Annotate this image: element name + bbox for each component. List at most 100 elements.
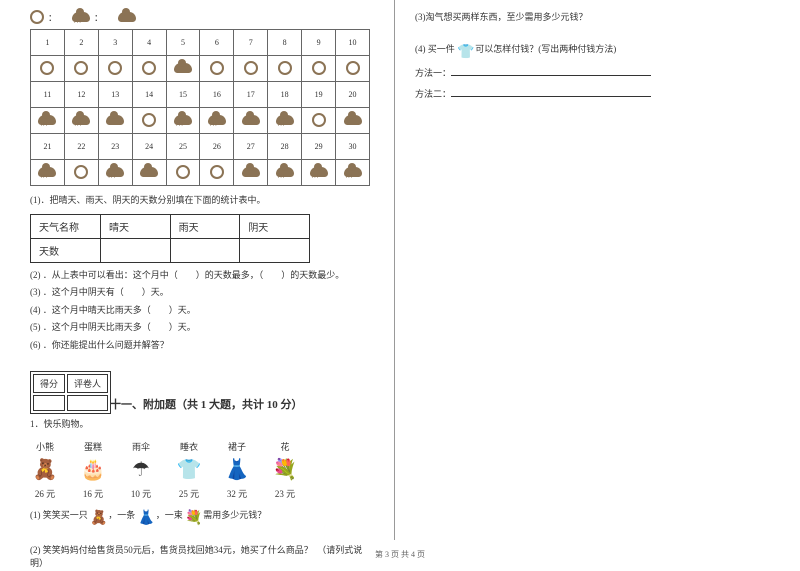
sun-icon [74, 165, 88, 179]
shop-title: 1．快乐购物。 [30, 418, 374, 432]
calendar-weather-cell [64, 160, 98, 186]
sun-icon [40, 61, 54, 75]
calendar-day-cell: 21 [31, 134, 65, 160]
item-umbrella: 雨伞 ☂ 10 元 [126, 440, 156, 500]
calendar-weather-cell [234, 160, 268, 186]
sun-icon [74, 61, 88, 75]
rain-icon [38, 115, 56, 125]
sun-icon [108, 61, 122, 75]
calendar-weather-cell [132, 56, 166, 82]
item-name: 雨伞 [126, 440, 156, 453]
flower-icon: 💐 [270, 455, 300, 485]
item-pajama: 睡衣 👕 25 元 [174, 440, 204, 500]
bear-icon: 🧸 [90, 508, 106, 524]
sun-icon [346, 61, 360, 75]
item-bear: 小熊 🧸 26 元 [30, 440, 60, 500]
calendar-day-cell: 10 [336, 30, 370, 56]
umbrella-icon: ☂ [126, 455, 156, 485]
calendar-weather-cell [64, 56, 98, 82]
calendar-day-cell: 7 [234, 30, 268, 56]
calendar-day-cell: 22 [64, 134, 98, 160]
page-footer: 第 3 页 共 4 页 [0, 549, 800, 560]
left-column: ： ： 12345678910 11121314151617181920 212… [0, 0, 395, 540]
calendar-day-cell: 20 [336, 82, 370, 108]
rain-icon [344, 167, 362, 177]
calendar-day-cell: 1 [31, 30, 65, 56]
rain-icon [174, 115, 192, 125]
shop-q1-part: (1) 笑笑买一只 [30, 510, 88, 520]
cake-icon: 🎂 [78, 455, 108, 485]
sun-icon [176, 165, 190, 179]
rain-icon [38, 167, 56, 177]
calendar-weather-cell [166, 56, 200, 82]
stats-blank [170, 238, 240, 262]
calendar-weather-cell [64, 108, 98, 134]
calendar-day-cell: 18 [268, 82, 302, 108]
item-name: 睡衣 [174, 440, 204, 453]
legend-colon: ： [94, 11, 103, 24]
item-skirt: 裙子 👗 32 元 [222, 440, 252, 500]
sun-icon [210, 61, 224, 75]
calendar-day-cell: 3 [98, 30, 132, 56]
method1-label: 方法一： [415, 68, 451, 78]
item-price: 26 元 [30, 487, 60, 500]
shop-q1-part: ，一束 [156, 510, 183, 520]
calendar-weather-cell [268, 160, 302, 186]
cloud-icon [140, 167, 158, 177]
item-price: 10 元 [126, 487, 156, 500]
rain-icon [208, 115, 226, 125]
right-column: (3)淘气想买两样东西，至少需用多少元钱？ (4) 买一件 👕 可以怎样付钱？(… [395, 0, 790, 540]
q6: (6) ．你还能提出什么问题并解答？ [30, 339, 374, 353]
calendar-weather-cell [200, 56, 234, 82]
calendar-day-cell: 29 [302, 134, 336, 160]
item-price: 25 元 [174, 487, 204, 500]
rain-icon [310, 167, 328, 177]
legend-colon: ： [48, 11, 57, 24]
answer-line [451, 85, 651, 97]
calendar-weather-cell [302, 56, 336, 82]
stats-table: 天气名称 晴天 雨天 阴天 天数 [30, 214, 310, 263]
calendar-weather-cell [98, 56, 132, 82]
grader-blank [67, 395, 108, 411]
q4: (4) ．这个月中晴天比雨天多（ ）天。 [30, 304, 374, 318]
rain-icon [276, 167, 294, 177]
stats-blank [240, 238, 310, 262]
item-cake: 蛋糕 🎂 16 元 [78, 440, 108, 500]
calendar-weather-cell [336, 160, 370, 186]
calendar-day-cell: 13 [98, 82, 132, 108]
cloud-icon [106, 115, 124, 125]
calendar-weather-cell [234, 108, 268, 134]
calendar-weather-cell [132, 160, 166, 186]
sun-icon [278, 61, 292, 75]
calendar-weather-cell [200, 108, 234, 134]
calendar-weather-cell [336, 56, 370, 82]
calendar-day-cell: 17 [234, 82, 268, 108]
calendar-day-cell: 27 [234, 134, 268, 160]
calendar-day-cell: 25 [166, 134, 200, 160]
skirt-icon: 👗 [222, 455, 252, 485]
q3: (3) ．这个月中阴天有（ ）天。 [30, 286, 374, 300]
stats-header-rainy: 雨天 [170, 214, 240, 238]
calendar-day-cell: 24 [132, 134, 166, 160]
q1-intro: (1)．把晴天、雨天、阴天的天数分别填在下面的统计表中。 [30, 194, 374, 208]
stats-header-sunny: 晴天 [101, 214, 171, 238]
calendar-day-cell: 23 [98, 134, 132, 160]
score-box: 得分 评卷人 [30, 371, 111, 414]
shop-q1-part: 需用多少元钱？ [203, 510, 266, 520]
sun-icon [30, 10, 44, 24]
calendar-weather-cell [98, 108, 132, 134]
sun-icon [244, 61, 258, 75]
calendar-day-cell: 6 [200, 30, 234, 56]
weather-calendar: 12345678910 11121314151617181920 2122232… [30, 29, 370, 186]
calendar-weather-cell [31, 56, 65, 82]
section-11-title: 十一、附加题（共 1 大题，共计 10 分） [110, 396, 374, 412]
calendar-weather-cell [166, 108, 200, 134]
right-q4-part: (4) 买一件 [415, 44, 455, 54]
calendar-day-cell: 19 [302, 82, 336, 108]
calendar-weather-cell [302, 108, 336, 134]
rain-icon [276, 115, 294, 125]
calendar-day-cell: 8 [268, 30, 302, 56]
answer-line [451, 64, 651, 76]
calendar-weather-cell [200, 160, 234, 186]
calendar-day-cell: 12 [64, 82, 98, 108]
